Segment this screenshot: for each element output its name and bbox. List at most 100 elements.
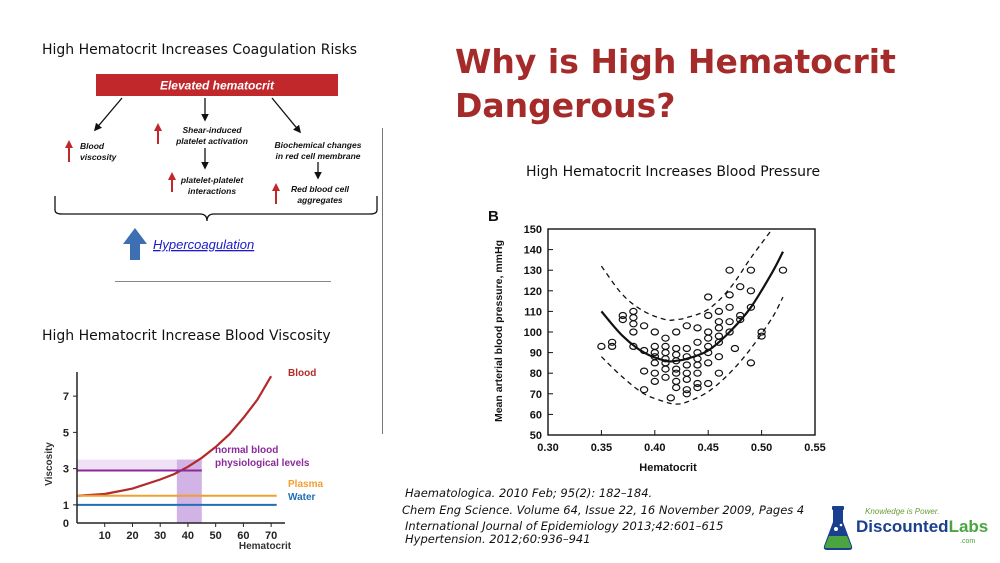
data-point	[661, 342, 670, 350]
data-point	[703, 293, 713, 301]
data-point	[639, 346, 649, 355]
data-point	[746, 266, 756, 274]
data-point	[725, 328, 734, 336]
data-point	[629, 320, 638, 328]
data-point	[746, 359, 756, 367]
grouping-brace	[54, 196, 378, 222]
logo-wordmark: DiscountedLabs	[856, 517, 988, 537]
data-point	[671, 357, 681, 365]
upper-confidence-curve	[600, 228, 773, 321]
viscosity-x-axis-label: Hematocrit	[239, 541, 292, 552]
reference-1: Haematologica. 2010 Feb; 95(2): 182–184.	[405, 486, 653, 500]
data-point	[661, 365, 670, 373]
data-point	[703, 379, 713, 388]
data-point	[746, 287, 756, 295]
data-point	[735, 283, 745, 291]
blood-viscosity-label-2: viscosity	[80, 152, 118, 162]
data-point	[703, 311, 713, 320]
y-tick-label: 90	[530, 348, 542, 360]
data-point	[682, 322, 691, 330]
data-point	[725, 318, 734, 326]
rbc-label-1: Red blood cell	[291, 184, 350, 194]
data-point	[778, 266, 788, 274]
bp-x-axis-label: Hematocrit	[639, 462, 697, 474]
data-point	[735, 315, 745, 324]
y-tick-label: 60	[530, 409, 542, 421]
data-point	[730, 344, 740, 353]
data-point	[703, 334, 713, 342]
data-point	[650, 328, 659, 336]
data-point	[650, 349, 659, 357]
y-tick-label: 7	[63, 391, 69, 403]
x-tick-label: 70	[265, 530, 277, 542]
data-point	[682, 369, 691, 377]
y-tick-label: 0	[63, 518, 69, 530]
data-point	[618, 311, 627, 320]
data-point	[703, 349, 713, 357]
data-point	[639, 322, 649, 330]
logo-tagline: Knowledge is Power.	[865, 507, 940, 516]
data-point	[629, 307, 638, 316]
data-point	[671, 369, 681, 377]
x-tick-label: 0.40	[644, 442, 665, 454]
x-tick-label: 30	[154, 530, 166, 542]
x-tick-label: 0.50	[751, 442, 772, 454]
data-point	[682, 344, 691, 353]
y-tick-label: 100	[524, 327, 542, 339]
reference-4: Hypertension. 2012;60:936–941	[405, 532, 591, 546]
data-point	[682, 361, 691, 369]
vertical-divider	[382, 128, 383, 434]
horizontal-divider	[115, 281, 331, 282]
reference-3: International Journal of Epidemiology 20…	[405, 519, 724, 533]
y-tick-label: 140	[524, 245, 542, 257]
title-line-1: Why is High Hematocrit	[455, 42, 896, 81]
increase-platelet-icon	[168, 172, 176, 192]
bp-y-axis-label: Mean arterial blood pressure, mmHg	[493, 240, 505, 422]
bp-axes: 50 60 70 80 90 100 110 120 130 140 150 0.30 0.35 0.40…	[524, 224, 826, 454]
x-tick-label: 0.35	[591, 442, 612, 454]
bp-curves	[600, 228, 784, 405]
arrow-to-biochem	[271, 97, 301, 134]
x-tick-label: 50	[210, 530, 222, 542]
data-point	[735, 311, 745, 320]
coag-heading: High Hematocrit Increases Coagulation Ri…	[42, 42, 358, 58]
viscosity-heading: High Hematocrit Increase Blood Viscosity	[42, 328, 331, 344]
data-point	[661, 334, 670, 342]
flask-icon	[823, 506, 853, 550]
series-label-plasma: Plasma	[288, 479, 323, 490]
increase-shear-icon	[154, 123, 162, 144]
data-point	[725, 291, 734, 299]
data-point	[650, 377, 659, 385]
data-point	[703, 359, 713, 367]
data-point	[725, 266, 734, 274]
data-point	[629, 342, 638, 350]
data-point	[671, 351, 681, 359]
normal-range-label: physiological levels	[215, 458, 310, 469]
logo-name-part-2: Labs	[948, 517, 989, 536]
data-point	[714, 307, 724, 316]
y-tick-label: 1	[63, 500, 69, 512]
title-line-2: Dangerous?	[455, 86, 676, 125]
data-point	[650, 359, 659, 367]
x-tick-label: 0.55	[804, 442, 825, 454]
series-line-blood	[76, 375, 273, 497]
data-point	[714, 318, 724, 326]
data-point	[650, 369, 659, 377]
data-point	[629, 328, 638, 336]
hypercoagulation-arrow-icon	[123, 228, 147, 260]
increase-viscosity-icon	[65, 140, 73, 162]
data-point	[693, 369, 702, 377]
y-tick-label: 80	[530, 368, 542, 380]
data-point	[671, 377, 681, 385]
data-point	[682, 390, 691, 398]
bp-points	[597, 266, 788, 402]
y-tick-label: 130	[524, 265, 542, 277]
rbc-label-2: aggregates	[297, 195, 343, 205]
x-tick-label: 0.45	[697, 442, 718, 454]
data-point	[757, 328, 766, 336]
data-point	[607, 342, 617, 350]
increase-rbc-icon	[272, 183, 280, 204]
logo-suffix: .com	[960, 538, 976, 545]
reference-2: Chem Eng Science. Volume 64, Issue 22, 1…	[402, 503, 805, 517]
